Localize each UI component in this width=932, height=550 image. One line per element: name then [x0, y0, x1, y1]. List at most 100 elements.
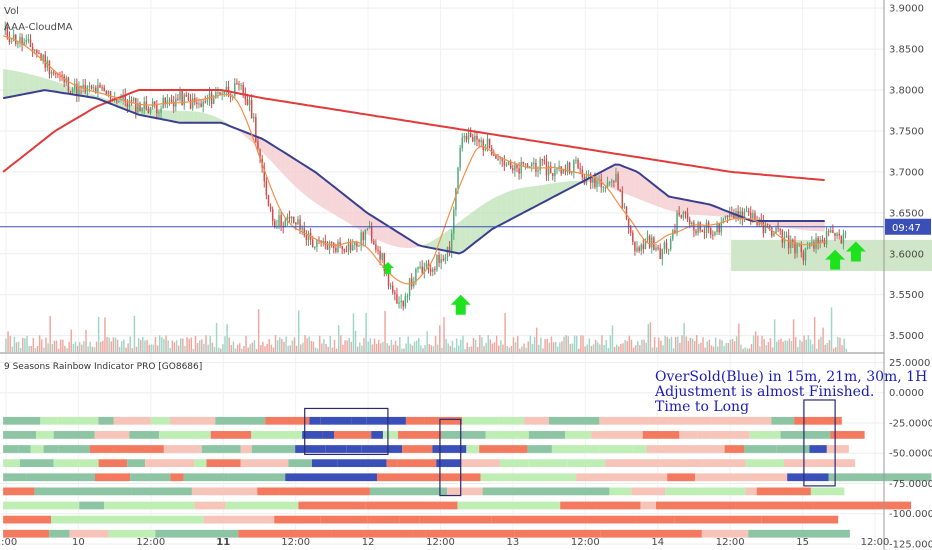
volume-bar: [66, 348, 68, 352]
volume-bar: [123, 339, 125, 352]
cloud-segment: [393, 229, 399, 248]
volume-bar: [64, 345, 66, 352]
candle-body: [259, 149, 261, 159]
candle-body: [832, 230, 834, 233]
volume-bar: [386, 343, 388, 352]
candle-body: [360, 232, 362, 246]
volume-bar: [7, 331, 9, 352]
volume-bar: [369, 338, 372, 352]
volume-bar: [125, 347, 127, 352]
candle-body: [682, 212, 685, 218]
indicator-band: [228, 473, 286, 482]
volume-bar: [826, 343, 829, 352]
cloud-segment: [172, 110, 178, 123]
indicator-band: [382, 431, 398, 439]
volume-bar: [487, 335, 489, 352]
candle-body: [499, 157, 501, 159]
candle-body: [577, 159, 579, 169]
indicator-band: [50, 515, 115, 524]
cloud-segment: [285, 153, 291, 182]
candle-body: [503, 161, 506, 166]
volume-bar: [451, 340, 454, 352]
candle-body: [373, 240, 375, 245]
cloud-segment: [187, 111, 194, 123]
candle-body: [263, 167, 266, 182]
indicator-band: [482, 487, 520, 496]
cloud-segment: [650, 181, 656, 206]
volume-bar: [439, 325, 441, 352]
volume-bar: [270, 344, 273, 352]
candle-body: [290, 216, 293, 219]
volume-bar: [152, 344, 155, 352]
candle-body: [221, 93, 223, 95]
volume-bar: [62, 339, 64, 352]
volume-bar: [677, 336, 679, 352]
cloud-segment: [511, 188, 517, 219]
cloud-segment: [198, 111, 204, 123]
candle-body: [779, 228, 781, 231]
cloud-segment: [213, 116, 219, 123]
candle-body: [280, 215, 282, 226]
candle-body: [817, 237, 819, 244]
time-tick-label: 14: [651, 537, 664, 548]
indicator-band: [108, 529, 156, 538]
volume-bar: [491, 343, 494, 352]
candle-body: [720, 223, 723, 233]
candle-body: [366, 228, 369, 230]
volume-bar: [15, 342, 18, 352]
candle-body: [752, 213, 754, 219]
candle-body: [804, 247, 807, 261]
candle-body: [560, 166, 562, 174]
legend-vol[interactable]: Vol: [4, 6, 19, 17]
volume-bar: [687, 340, 690, 352]
volume-bar: [548, 342, 551, 352]
cloud-segment: [167, 110, 173, 122]
indicator-tick-label: -75.0000: [889, 479, 932, 490]
candle-body: [592, 178, 594, 183]
indicator-title[interactable]: 9 Seasons Rainbow Indicator PRO [GO8686]: [4, 362, 202, 372]
cloud-segment: [670, 196, 676, 213]
candle-body: [733, 214, 735, 220]
candle-body: [238, 83, 240, 85]
cloud-segment: [788, 221, 794, 229]
candle-body: [636, 247, 638, 252]
volume-bar: [251, 342, 254, 352]
indicator-band: [150, 416, 170, 425]
legend-cloudma[interactable]: AAA-CloudMA: [4, 22, 73, 33]
volume-bar: [220, 348, 222, 352]
cloud-segment: [532, 185, 538, 209]
candle-body: [838, 233, 840, 236]
candle-body: [185, 94, 188, 97]
cloud-segment: [629, 168, 635, 198]
candle-body: [31, 46, 34, 52]
candle-body: [638, 247, 640, 251]
volume-bar: [430, 345, 433, 352]
volume-bar: [546, 338, 548, 352]
volume-bar: [232, 341, 235, 352]
volume-bar: [535, 327, 538, 352]
volume-bar: [556, 346, 559, 352]
cloud-segment: [208, 114, 214, 123]
indicator-tick-label: 0.0000: [889, 388, 924, 399]
volume-bar: [188, 338, 190, 352]
volume-bar: [681, 335, 683, 352]
indicator-band: [441, 431, 486, 439]
current-price-tag[interactable]: 09:47: [885, 218, 931, 235]
indicator-band: [36, 431, 54, 439]
volume-bar: [460, 339, 462, 352]
indicator-tick-label: -125.0000: [889, 539, 932, 550]
volume-bar: [154, 336, 157, 352]
indicator-band: [40, 416, 58, 425]
indicator-bands: [3, 416, 932, 538]
candle-body: [472, 137, 474, 142]
volume-bar: [337, 325, 340, 352]
cloud-segment: [352, 201, 358, 229]
cloud-segment: [300, 162, 307, 196]
volume-bar: [365, 312, 367, 352]
volume-bar: [803, 335, 805, 352]
candle-body: [547, 166, 550, 176]
cloud-segment: [804, 221, 810, 231]
indicator-band: [26, 473, 96, 482]
indicator-band: [320, 416, 352, 425]
cloud-segment: [557, 181, 563, 195]
